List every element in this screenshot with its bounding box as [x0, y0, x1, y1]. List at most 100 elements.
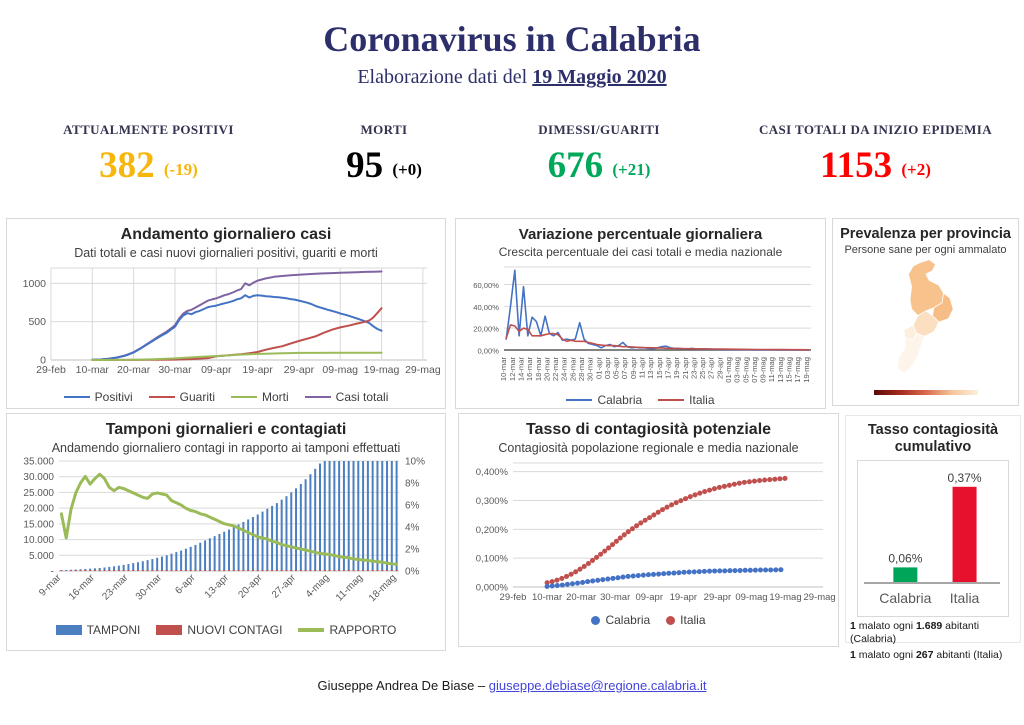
svg-text:17-mag: 17-mag [793, 357, 802, 383]
svg-text:2%: 2% [405, 545, 420, 556]
legend-label: RAPPORTO [329, 623, 397, 637]
stat-value: 676 [547, 145, 604, 186]
stat-label: MORTI [360, 122, 408, 137]
chart-title: Tasso di contagiosità potenziale [525, 421, 772, 438]
cumulative-chart-box: 0,06% Calabria 0,37% Italia [857, 460, 1009, 617]
svg-text:26-mar: 26-mar [568, 357, 577, 382]
svg-text:18-mar: 18-mar [534, 357, 543, 382]
chart-subtitle: Contagiosità popolazione regionale e med… [498, 441, 799, 455]
stat-label: ATTUALMENTE POSITIVI [63, 122, 234, 137]
svg-text:10-mar: 10-mar [499, 357, 508, 382]
map-subtitle: Persone sane per ogni ammalato [844, 244, 1007, 256]
svg-text:20,00%: 20,00% [473, 325, 499, 334]
svg-text:15.000: 15.000 [23, 519, 54, 530]
svg-text:16-mar: 16-mar [67, 572, 98, 603]
legend-item: RAPPORTO [298, 623, 396, 637]
legend-label: Calabria [597, 393, 643, 407]
footer: Giuseppe Andrea De Biase – giuseppe.debi… [0, 678, 1024, 693]
note-calabria: 1 malato ogni 1.689 abitanti (Calabria) [850, 620, 980, 645]
svg-text:12-mar: 12-mar [508, 357, 517, 382]
chart-title: Andamento giornaliero casi [120, 226, 332, 243]
svg-text:15-mag: 15-mag [785, 357, 794, 383]
svg-text:0,100%: 0,100% [476, 554, 509, 565]
legend-item: Morti [231, 390, 289, 404]
svg-text:10-mar: 10-mar [76, 364, 110, 376]
svg-text:25-apr: 25-apr [698, 357, 707, 379]
svg-text:6-apr: 6-apr [173, 572, 198, 597]
legend-label: NUOVI CONTAGI [187, 623, 283, 637]
variazione-legend: Calabria Italia [456, 393, 825, 407]
stat-delta: (+0) [392, 160, 422, 179]
svg-text:19-apr: 19-apr [242, 364, 273, 376]
svg-text:09-mag: 09-mag [322, 364, 358, 376]
svg-text:19-apr: 19-apr [672, 357, 681, 379]
stat-delta: (+21) [612, 160, 651, 179]
svg-text:60,00%: 60,00% [473, 281, 499, 290]
legend-label: Casi totali [335, 390, 389, 404]
svg-text:Calabria: Calabria [879, 590, 931, 606]
legend-label: Italia [680, 613, 706, 627]
svg-text:29-apr: 29-apr [715, 357, 724, 379]
legend-swatch-icon [231, 395, 257, 399]
svg-text:09-mag: 09-mag [735, 592, 767, 603]
svg-text:03-mag: 03-mag [733, 357, 742, 383]
svg-text:09-apr: 09-apr [636, 592, 663, 603]
legend-swatch-icon [658, 398, 685, 402]
legend-item: TAMPONI [55, 623, 141, 637]
panel-prevalenza-provincia: Prevalenza per provincia Persone sane pe… [832, 218, 1019, 406]
email-link[interactable]: giuseppe.debiase@regione.calabria.it [488, 678, 707, 693]
legend-label: TAMPONI [86, 623, 141, 637]
panel-variazione-percentuale: Variazione percentuale giornaliera Cresc… [455, 218, 826, 409]
legend-swatch-icon [566, 398, 593, 402]
svg-text:27-apr: 27-apr [707, 357, 716, 379]
legend-label: Morti [262, 390, 289, 404]
svg-text:30.000: 30.000 [23, 472, 54, 483]
svg-text:20-mar: 20-mar [117, 364, 151, 376]
svg-text:6%: 6% [405, 501, 420, 512]
svg-text:19-mag: 19-mag [769, 592, 801, 603]
svg-text:Italia: Italia [950, 590, 980, 606]
stat-label: DIMESSI/GUARITI [538, 122, 660, 137]
svg-text:14-mar: 14-mar [516, 357, 525, 382]
page-title: Coronavirus in Calabria [323, 19, 701, 59]
legend-item: Guariti [148, 390, 215, 404]
legend-swatch-icon [304, 395, 331, 399]
svg-text:03-apr: 03-apr [603, 357, 612, 379]
variazione-line-chart: 0,00% 20,00% 40,00% 60,00% 10-mar 12-mar 14-ma… [473, 266, 811, 383]
svg-text:25.000: 25.000 [23, 488, 54, 499]
province-reggio-calabria [896, 332, 925, 374]
svg-text:40,00%: 40,00% [473, 303, 499, 312]
panel-andamento-giornaliero: Andamento giornaliero casi Dati totali e… [6, 218, 446, 409]
svg-text:27-apr: 27-apr [270, 572, 299, 601]
svg-text:07-mag: 07-mag [750, 357, 759, 383]
legend-item: Casi totali [304, 390, 389, 404]
chart-subtitle: Dati totali e casi nuovi giornalieri pos… [74, 246, 378, 260]
chart-title: Variazione percentuale giornaliera [518, 226, 763, 243]
svg-text:19-apr: 19-apr [670, 592, 697, 603]
svg-text:-: - [51, 567, 54, 578]
svg-text:21-apr: 21-apr [681, 357, 690, 379]
stat-delta: (+2) [901, 160, 931, 179]
stat-morti: MORTI 95 (+0) [297, 122, 471, 187]
svg-text:4%: 4% [405, 523, 420, 534]
subtitle-prefix: Elaborazione dati del [357, 66, 533, 88]
legend-item: Italia [666, 613, 706, 627]
svg-text:20-mar: 20-mar [566, 592, 596, 603]
svg-text:0%: 0% [405, 567, 420, 578]
svg-text:5.000: 5.000 [29, 551, 54, 562]
page-subtitle: Elaborazione dati del 19 Maggio 2020 [0, 66, 1024, 89]
svg-text:24-mar: 24-mar [560, 357, 569, 382]
legend-swatch-icon [156, 625, 183, 635]
stat-value: 95 [346, 145, 384, 186]
svg-text:23-apr: 23-apr [689, 357, 698, 379]
svg-text:13-mag: 13-mag [776, 357, 785, 383]
legend-swatch-icon [63, 395, 90, 399]
svg-text:13-apr: 13-apr [203, 572, 232, 601]
legend-item: NUOVI CONTAGI [156, 623, 282, 637]
svg-text:29-apr: 29-apr [704, 592, 731, 603]
svg-text:0,37%: 0,37% [948, 471, 982, 485]
svg-text:30-mar: 30-mar [158, 364, 192, 376]
svg-text:23-mar: 23-mar [100, 572, 131, 603]
stat-attualmente-positivi: ATTUALMENTE POSITIVI 382 (-19) [0, 122, 297, 187]
